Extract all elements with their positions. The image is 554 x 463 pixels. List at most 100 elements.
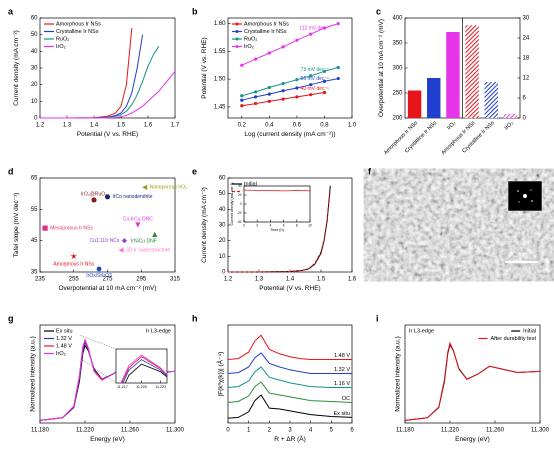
data-point: [240, 104, 244, 108]
data-point: [295, 86, 299, 90]
x-axis-label: Log (current density (mA cm⁻²)): [244, 131, 335, 138]
y-tick-label: 35: [31, 270, 38, 276]
panel-letter: b: [192, 6, 198, 16]
legend-label: 1.48 V: [56, 343, 72, 349]
data-point: [118, 247, 124, 253]
y-tick-label: 55: [31, 207, 38, 213]
x-tick-label: 4: [270, 223, 272, 227]
x-tick-label: 1.5: [117, 123, 126, 129]
legend-label: Initial: [523, 328, 536, 334]
data-point: [267, 92, 271, 96]
series-line: [241, 66, 339, 97]
y-tick-label: 0: [240, 202, 242, 206]
data-point: [152, 231, 158, 237]
plot-frame: [39, 324, 176, 424]
y-tick-label: 45: [31, 238, 38, 244]
y-tick-label: 1.55: [214, 49, 226, 55]
y2-tick-label: 12: [523, 76, 530, 82]
data-point: [70, 252, 77, 260]
legend-label: IrO₂: [56, 44, 66, 50]
x-axis-label: Energy (eV): [455, 436, 490, 443]
y-tick-label: 300: [392, 66, 403, 72]
data-point: [253, 57, 258, 61]
y-tick-label: 30: [31, 66, 38, 72]
point-label: IrO₂@RuO₂: [81, 191, 107, 197]
x-tick-label: 1.3: [255, 277, 264, 283]
x-tick-label: 11,300: [166, 428, 185, 434]
series-label: Ex situ: [333, 411, 350, 417]
legend-label: RuO₂: [244, 36, 257, 42]
point-label: IrCo nanodendrite: [113, 194, 153, 200]
plot-frame: [227, 17, 353, 119]
point-label: IrNiCu DNF: [131, 239, 157, 245]
x-tick-label: 2: [256, 223, 258, 227]
y-tick-label: 65: [31, 176, 38, 182]
series-line: [40, 70, 176, 119]
series-line: [404, 343, 541, 421]
x-tick-label: 1.4: [90, 123, 99, 129]
data-point: [121, 238, 127, 244]
x-tick-label: 11,217: [117, 385, 128, 389]
data-point: [295, 78, 299, 82]
x-tick-label: 6: [283, 223, 285, 227]
legend-label: IrO₂: [56, 351, 66, 357]
y-axis-label: Normalized intensity (a.u.): [395, 336, 402, 412]
data-point: [42, 225, 48, 231]
series-label: 1.32 V: [334, 367, 350, 373]
data-point: [267, 99, 271, 103]
point-label: IrOx/SrIrO3: [86, 273, 112, 279]
bar: [446, 32, 460, 118]
data-point: [281, 97, 285, 101]
x-tick-label: 1.4: [286, 277, 295, 283]
y-tick-label: 50: [31, 32, 38, 38]
data-point: [322, 69, 327, 73]
legend-label: Amorphous Ir NSs: [244, 21, 289, 27]
panel-letter: c: [376, 6, 381, 16]
y-tick-label: 20: [219, 238, 226, 244]
y-axis-label: Current density (mA cm⁻²): [201, 187, 208, 263]
x-tick-label: 11,180: [31, 428, 50, 434]
bar: [427, 78, 441, 118]
data-point: [267, 85, 271, 90]
y-tick-label: 40: [238, 184, 242, 188]
y-tick-label: -40: [237, 220, 242, 224]
series-label: 1.16 V: [334, 381, 350, 387]
legend-label: Crystalline Ir NSs: [244, 29, 287, 35]
series-label: 1.48 V: [334, 353, 350, 359]
y-tick-label: 10: [31, 99, 38, 105]
series-line: [241, 78, 339, 101]
x-tick-label: IrO₂: [446, 120, 457, 131]
legend-label: 1.32 V: [56, 336, 72, 342]
x-tick-label: 0.8: [320, 123, 329, 129]
series-line: [122, 359, 167, 383]
x-tick-label: 1.5: [317, 277, 326, 283]
series-label: OC: [342, 396, 350, 402]
series-line: [227, 381, 353, 403]
bar: [465, 25, 479, 118]
y-tick-label: 60: [31, 16, 38, 22]
data-point: [295, 38, 299, 42]
y-axis-label: Overpotential at 10 mA cm⁻² (mV): [378, 19, 385, 117]
y-tick-label: 250: [392, 91, 403, 97]
legend-label: IrO₂: [244, 44, 254, 50]
data-point: [104, 194, 111, 200]
y-tick-label: 30: [219, 223, 226, 229]
x-tick-label: 1.0: [348, 123, 357, 129]
series-line: [243, 189, 311, 192]
slope-label: 73 mV dec⁻¹: [301, 67, 330, 73]
legend-marker: [235, 30, 239, 33]
diffraction-spots: [517, 189, 533, 203]
data-point: [322, 26, 327, 30]
x-tick-label: 295: [136, 277, 147, 283]
x-tick-label: 6: [350, 428, 354, 434]
x-tick-label: 10: [308, 223, 312, 227]
x-tick-label: Amorphous Ir NSs: [441, 120, 477, 156]
y-tick-label: 10: [219, 254, 226, 260]
slope-label: 112 mV dec⁻¹: [299, 25, 330, 31]
x-tick-label: 0.6: [293, 123, 302, 129]
plot-frame: [404, 324, 541, 424]
x-tick-label: 1.6: [144, 123, 153, 129]
legend-label: Ex situ: [56, 328, 73, 334]
x-tick-label: 4: [309, 428, 313, 434]
bar: [407, 90, 422, 118]
